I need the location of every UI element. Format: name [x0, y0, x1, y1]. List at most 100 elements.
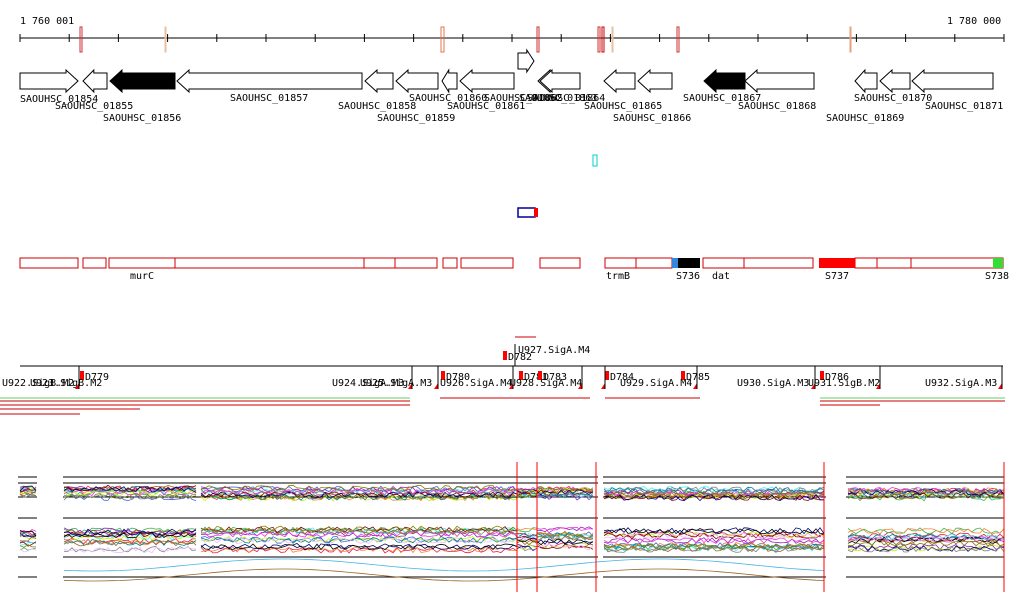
- s736-segment[interactable]: [678, 258, 700, 268]
- position-ruler: 1 760 001 1 780 000: [19, 16, 1005, 53]
- blue-marker[interactable]: [517, 207, 538, 218]
- segment[interactable]: [82, 257, 107, 269]
- feature-marker[interactable]: [605, 371, 609, 380]
- gene[interactable]: SAOUHSC_01871: [911, 68, 1003, 112]
- gene[interactable]: SAOUHSC_01854: [19, 68, 98, 105]
- promoter-label: U928.SigA.M4: [510, 378, 582, 389]
- signal-line: [200, 525, 518, 533]
- gene[interactable]: SAOUHSC_01860: [409, 68, 487, 104]
- gene-arrow[interactable]: [364, 68, 394, 94]
- promoter-arrow: [811, 383, 815, 389]
- feature-marker[interactable]: [519, 371, 523, 380]
- gene-label: SAOUHSC_01865: [584, 101, 662, 112]
- signal-line: [200, 484, 518, 492]
- gene[interactable]: SAOUHSC_01861: [447, 68, 525, 112]
- signal-line: [63, 493, 197, 500]
- ruler-site-mark[interactable]: [611, 26, 614, 53]
- promoter-label: U923.SigB.M2: [30, 378, 102, 389]
- gene[interactable]: SAOUHSC_01866: [613, 68, 691, 124]
- gene[interactable]: SAOUHSC_01870: [854, 68, 932, 104]
- gene-arrow[interactable]: [109, 68, 176, 94]
- signal-line: [516, 527, 538, 533]
- gene[interactable]: SAOUHSC_01868: [738, 68, 816, 112]
- feature-marker[interactable]: [681, 371, 685, 380]
- gene-arrow[interactable]: [176, 68, 363, 94]
- gene-arrow[interactable]: [395, 68, 439, 94]
- segment[interactable]: [174, 257, 365, 269]
- ruler-site-mark[interactable]: [597, 26, 601, 53]
- gene-arrow[interactable]: [539, 68, 581, 94]
- gene-arrow[interactable]: [703, 68, 746, 94]
- s738-segment[interactable]: [993, 258, 1003, 268]
- signal-line: [603, 486, 825, 494]
- gene-arrow[interactable]: [911, 68, 994, 94]
- ruler-end-label: 1 780 000: [947, 16, 1001, 27]
- s737-segment[interactable]: [819, 258, 855, 268]
- gene[interactable]: SAOUHSC_01869: [826, 68, 904, 124]
- signal-line: [603, 492, 825, 500]
- feature-marker[interactable]: [441, 371, 445, 380]
- gene-arrow[interactable]: [744, 68, 815, 94]
- ruler-site-mark[interactable]: [536, 26, 540, 53]
- gene-arrow[interactable]: [603, 68, 636, 94]
- segment[interactable]: [394, 257, 438, 269]
- feature-marker[interactable]: [820, 371, 824, 380]
- gene[interactable]: SAOUHSC_01862: [484, 48, 562, 104]
- gene[interactable]: SAOUHSC_01865: [584, 68, 662, 112]
- signal-gap: [826, 460, 846, 595]
- gene[interactable]: SAOUHSC_01858: [338, 68, 416, 112]
- gene[interactable]: SAOUHSC_01859: [377, 68, 455, 124]
- segment[interactable]: [442, 257, 458, 269]
- cyan-marker[interactable]: [592, 154, 598, 167]
- segment[interactable]: [460, 257, 514, 269]
- ruler-site-mark[interactable]: [79, 26, 83, 53]
- feature-marker[interactable]: [503, 351, 507, 360]
- gene-label: SAOUHSC_01863: [519, 93, 597, 104]
- feature-marker[interactable]: [538, 371, 542, 380]
- gene-arrow[interactable]: [854, 68, 878, 94]
- gene[interactable]: SAOUHSC_01867: [683, 68, 761, 104]
- gene[interactable]: SAOUHSC_01864: [527, 68, 605, 104]
- feature-marker[interactable]: [80, 371, 84, 380]
- promoter-arrow: [601, 383, 605, 389]
- signal-line: [19, 492, 36, 497]
- signal-line: [603, 543, 825, 550]
- segment-label-s737: S737: [825, 271, 849, 282]
- signal-line: [19, 548, 37, 553]
- gene-label: SAOUHSC_01870: [854, 93, 932, 104]
- gene[interactable]: SAOUHSC_01856: [103, 68, 181, 124]
- segment[interactable]: [635, 257, 673, 269]
- segment[interactable]: [108, 257, 176, 269]
- segment[interactable]: [604, 257, 637, 269]
- gene-arrow[interactable]: [879, 68, 911, 94]
- segment[interactable]: [854, 257, 878, 269]
- segment[interactable]: [910, 257, 1004, 269]
- ruler-site-mark[interactable]: [164, 26, 167, 53]
- segment[interactable]: [19, 257, 79, 269]
- gene-label: SAOUHSC_01860: [409, 93, 487, 104]
- segment[interactable]: [702, 257, 745, 269]
- ruler-site-mark[interactable]: [601, 26, 605, 53]
- gene-arrow[interactable]: [19, 68, 79, 94]
- ruler-site-mark[interactable]: [676, 26, 680, 53]
- gene[interactable]: SAOUHSC_01855: [55, 68, 133, 112]
- segment[interactable]: [363, 257, 396, 269]
- ruler-site-mark[interactable]: [849, 26, 852, 53]
- signal-line: [847, 545, 1005, 553]
- promoter-arrow: [693, 383, 697, 389]
- segment[interactable]: [876, 257, 912, 269]
- gene-arrow[interactable]: [517, 48, 535, 74]
- ruler-site-mark[interactable]: [440, 26, 445, 53]
- gene-arrow[interactable]: [459, 68, 515, 94]
- segment[interactable]: [539, 257, 581, 269]
- gene-arrow[interactable]: [441, 68, 458, 94]
- signal-line: [19, 547, 37, 551]
- s736-segment-blue[interactable]: [672, 258, 678, 268]
- gene-label: SAOUHSC_01868: [738, 101, 816, 112]
- gene-arrow[interactable]: [637, 68, 673, 94]
- gene-arrow[interactable]: [82, 68, 108, 94]
- signal-line: [200, 526, 518, 534]
- segment[interactable]: [743, 257, 814, 269]
- signal-line: [516, 544, 538, 550]
- gene[interactable]: SAOUHSC_01857: [176, 68, 363, 104]
